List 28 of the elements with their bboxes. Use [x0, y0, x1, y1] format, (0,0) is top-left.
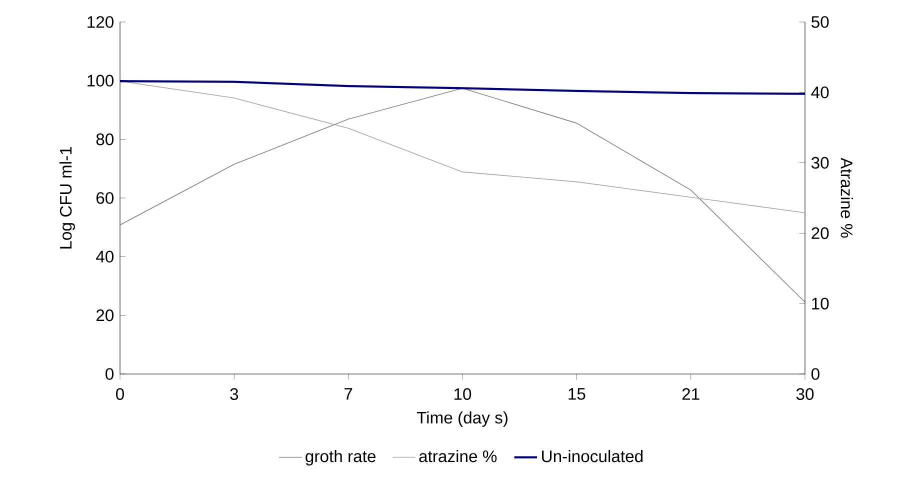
legend-label: atrazine % [419, 450, 497, 462]
y-tick-label: 80 [96, 133, 114, 146]
x-tick-label: 15 [568, 388, 586, 400]
y-tick-label: 0 [106, 368, 114, 380]
legend-label: groth rate [306, 450, 376, 466]
y2-tick-label: 20 [812, 227, 829, 240]
y2-axis-title: Atrazine % [840, 158, 853, 238]
y-axis-title: Log CFU ml-1 [59, 146, 75, 248]
y-tick-label: 120 [88, 16, 114, 28]
y-tick-label: 60 [96, 192, 114, 204]
x-tick-label: 3 [230, 388, 238, 400]
line-series [120, 80, 805, 95]
x-axis-title: Time (day s) [416, 411, 508, 427]
y2-tick-label: 10 [812, 298, 829, 310]
y2-tick-label: 40 [811, 86, 829, 98]
y2-tick-label: 30 [811, 156, 829, 169]
x-tick-label: 0 [116, 388, 124, 400]
y-tick-label: 20 [96, 309, 114, 322]
legend-label: Un-inoculated [542, 450, 643, 462]
x-tick-label: 7 [344, 388, 352, 400]
x-tick-label: 30 [796, 388, 814, 400]
y-tick-label: 40 [96, 250, 114, 263]
y2-tick-label: 50 [811, 16, 829, 28]
x-tick-label: 21 [682, 388, 700, 400]
y-tick-label: 100 [88, 74, 114, 87]
x-tick-label: 10 [454, 388, 472, 400]
line-series [120, 88, 805, 303]
y2-tick-label: 0 [811, 368, 820, 380]
